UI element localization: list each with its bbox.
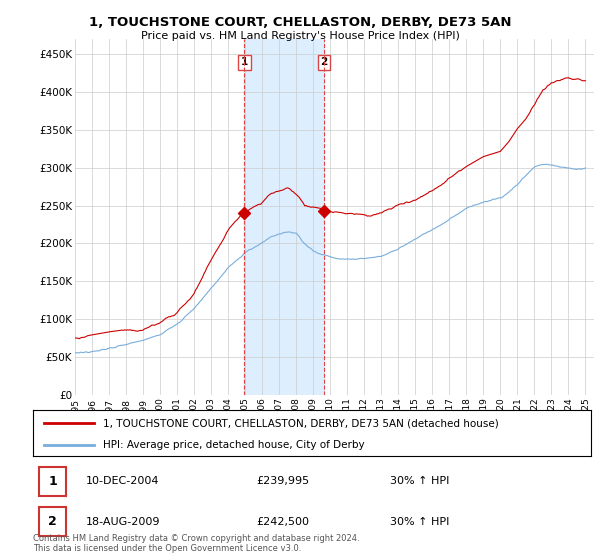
Text: 10-DEC-2004: 10-DEC-2004 — [86, 477, 160, 486]
Text: 1: 1 — [241, 57, 248, 67]
Text: 2: 2 — [320, 57, 328, 67]
Text: £239,995: £239,995 — [256, 477, 310, 486]
Text: 1: 1 — [48, 475, 57, 488]
FancyBboxPatch shape — [38, 507, 67, 536]
FancyBboxPatch shape — [38, 467, 67, 496]
Text: 30% ↑ HPI: 30% ↑ HPI — [390, 477, 449, 486]
Text: 2: 2 — [48, 515, 57, 528]
Text: Contains HM Land Registry data © Crown copyright and database right 2024.
This d: Contains HM Land Registry data © Crown c… — [33, 534, 359, 553]
Text: 1, TOUCHSTONE COURT, CHELLASTON, DERBY, DE73 5AN (detached house): 1, TOUCHSTONE COURT, CHELLASTON, DERBY, … — [103, 418, 499, 428]
Text: Price paid vs. HM Land Registry's House Price Index (HPI): Price paid vs. HM Land Registry's House … — [140, 31, 460, 41]
Text: £242,500: £242,500 — [256, 517, 309, 526]
Text: 30% ↑ HPI: 30% ↑ HPI — [390, 517, 449, 526]
Text: 18-AUG-2009: 18-AUG-2009 — [86, 517, 161, 526]
Bar — [244, 39, 324, 395]
Text: HPI: Average price, detached house, City of Derby: HPI: Average price, detached house, City… — [103, 440, 364, 450]
Text: 1, TOUCHSTONE COURT, CHELLASTON, DERBY, DE73 5AN: 1, TOUCHSTONE COURT, CHELLASTON, DERBY, … — [89, 16, 511, 29]
